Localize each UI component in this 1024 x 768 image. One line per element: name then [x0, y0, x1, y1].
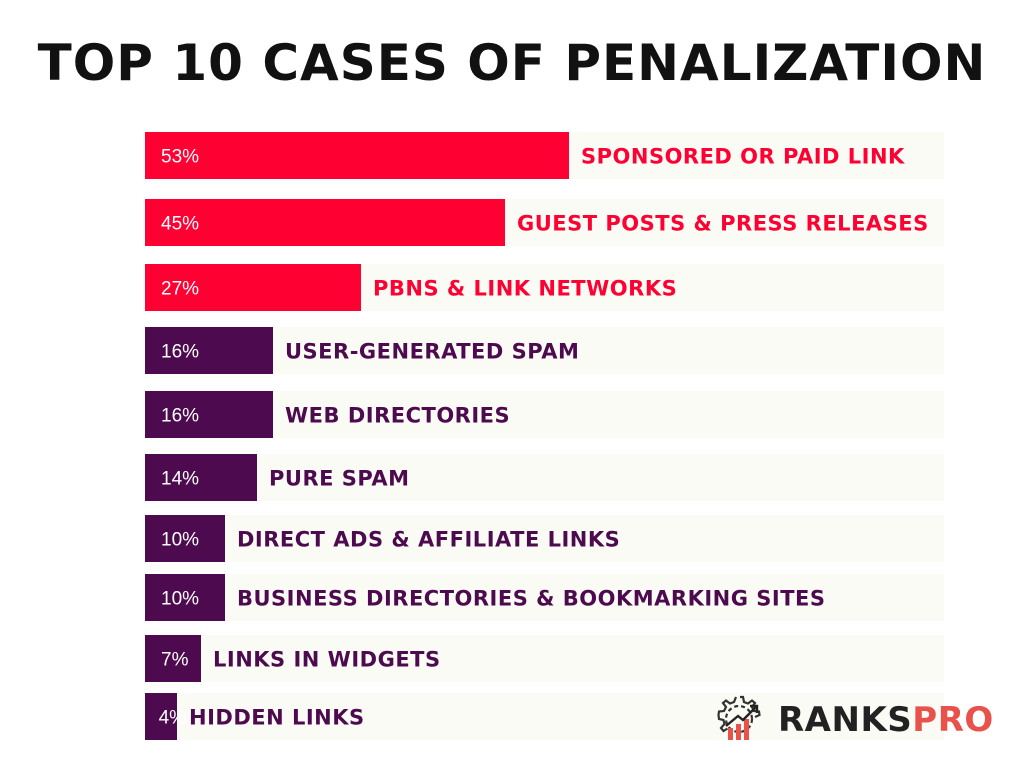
row-background	[145, 327, 944, 374]
bar-category-label: GUEST POSTS & PRESS RELEASES	[517, 212, 929, 236]
bar-category-label: WEB DIRECTORIES	[285, 404, 510, 428]
bar	[145, 515, 225, 562]
row-background	[145, 574, 944, 621]
row-background	[145, 454, 944, 501]
brand-name: RANKSPRO	[778, 700, 994, 740]
brand-name-ranks: RANKS	[778, 700, 913, 740]
chart-title: TOP 10 CASES OF PENALIZATION	[37, 34, 987, 92]
bar-value-label: 16%	[161, 406, 199, 427]
bar-value-label: 27%	[161, 279, 199, 300]
brand-name-pro: PRO	[912, 700, 994, 740]
bar-value-label: 16%	[161, 342, 199, 363]
brand-logo: RANKSPRO	[712, 692, 994, 748]
bar-category-label: HIDDEN LINKS	[189, 706, 365, 730]
bar-value-label: 4%	[159, 708, 187, 729]
bar-value-label: 7%	[161, 650, 189, 671]
bar	[145, 199, 505, 246]
bar	[145, 391, 273, 438]
gear-chart-icon	[717, 695, 761, 740]
bar	[145, 454, 257, 501]
bar-category-label: DIRECT ADS & AFFILIATE LINKS	[237, 528, 620, 552]
bar	[145, 264, 361, 311]
bar-category-label: LINKS IN WIDGETS	[213, 648, 441, 672]
bar-value-label: 45%	[161, 214, 199, 235]
bar	[145, 693, 177, 740]
bars-layer: 53% SPONSORED OR PAID LINK 45% GUEST POSTS …	[145, 132, 944, 740]
bar	[145, 327, 273, 374]
bar-value-label: 10%	[161, 589, 199, 610]
row-background	[145, 693, 944, 740]
bar-value-label: 53%	[161, 147, 199, 168]
bar-category-label: PURE SPAM	[269, 467, 410, 491]
bar-category-label: SPONSORED OR PAID LINK	[581, 145, 905, 169]
row-background	[145, 635, 944, 682]
bar-category-label: BUSINESS DIRECTORIES & BOOKMARKING SITES	[237, 587, 826, 611]
row-background	[145, 391, 944, 438]
bar	[145, 132, 569, 179]
row-background	[145, 515, 944, 562]
bar-category-label: USER-GENERATED SPAM	[285, 340, 579, 364]
bar	[145, 635, 201, 682]
bar-value-label: 10%	[161, 530, 199, 551]
bar	[145, 574, 225, 621]
bar-category-label: PBNS & LINK NETWORKS	[373, 277, 677, 301]
bar-value-label: 14%	[161, 469, 199, 490]
